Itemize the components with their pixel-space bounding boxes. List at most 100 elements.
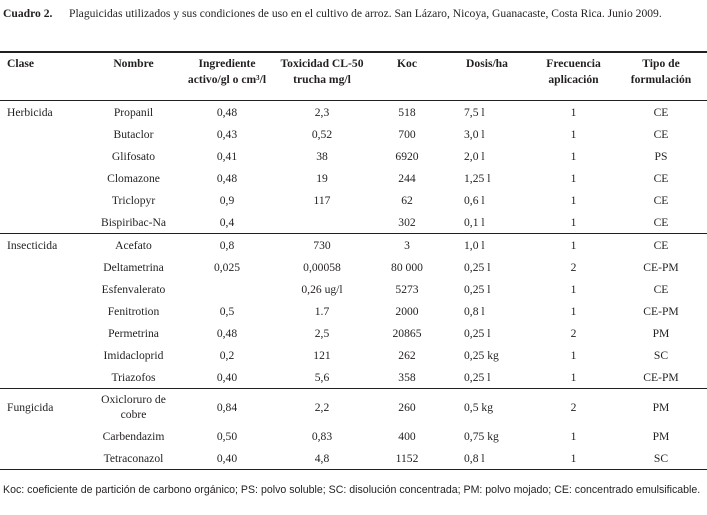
cell-frecuencia: 1	[570, 348, 577, 362]
cell-tipo: PM	[652, 429, 670, 443]
cell-nombre: Bispiribac-Na	[85, 211, 182, 234]
table-row: Tetraconazol 0,40 4,8 1152 0,8 l 1 SC	[0, 447, 707, 470]
table-row: Triazofos 0,40 5,6 358 0,25 l 1 CE-PM	[0, 366, 707, 389]
header-koc: Koc	[372, 53, 442, 101]
cell-nombre: Propanil	[113, 105, 154, 119]
cell-koc: 700	[398, 127, 416, 141]
cell-toxicidad: 2,2	[314, 400, 330, 414]
cell-dosis: 0,25 kg	[464, 348, 499, 362]
table-row: Deltametrina 0,025 0,00058 80 000 0,25 l 2 CE-…	[0, 256, 707, 278]
cell-dosis: 1,0 l	[464, 238, 485, 252]
header-frecuencia: Frecuencia aplicación	[532, 53, 615, 101]
cell-tipo: CE	[653, 171, 669, 185]
cell-tipo: SC	[653, 348, 669, 362]
cell-clase	[0, 425, 85, 447]
cell-clase: Insecticida	[7, 238, 58, 252]
cell-nombre: Deltametrina	[103, 260, 164, 274]
cell-dosis: 0,8 l	[464, 304, 485, 318]
cell-dosis: 0,5 kg	[464, 400, 493, 414]
cell-tipo: CE-PM	[643, 260, 679, 274]
table-row: Triclopyr 0,9 117 62 0,6 l 1 CE	[0, 189, 707, 211]
table-row: Imidacloprid 0,2 121 262 0,25 kg 1 SC	[0, 344, 707, 366]
cell-dosis: 0,1 l	[442, 211, 532, 234]
cell-frecuencia: 1	[570, 149, 577, 163]
cell-ingrediente: 0,50	[216, 429, 238, 443]
cell-tipo: PM	[652, 326, 670, 340]
cell-nombre: Imidacloprid	[103, 348, 164, 362]
cell-toxicidad: 19	[316, 171, 328, 185]
cell-ingrediente: 0,5	[219, 304, 235, 318]
cell-frecuencia: 1	[570, 171, 577, 185]
cell-clase	[0, 322, 85, 344]
table-row: Permetrina 0,48 2,5 20865 0,25 l 2 PM	[0, 322, 707, 344]
cell-nombre: Triazofos	[85, 366, 182, 389]
cell-tipo: SC	[615, 447, 707, 470]
cell-tipo: CE	[653, 282, 669, 296]
cell-koc: 80 000	[391, 260, 423, 274]
top-rule	[0, 51, 707, 53]
cell-ingrediente: 0,43	[216, 127, 238, 141]
cell-tipo: PM	[652, 400, 670, 414]
cell-frecuencia: 2	[570, 400, 577, 414]
cell-toxicidad: 0,00058	[303, 260, 341, 274]
cell-frecuencia: 1	[570, 429, 577, 443]
cell-nombre: Carbendazim	[102, 429, 165, 443]
cell-ingrediente: 0,48	[216, 171, 238, 185]
cell-tipo: PS	[654, 149, 668, 163]
cell-ingrediente: 0,41	[216, 149, 238, 163]
cell-clase	[0, 256, 85, 278]
cell-ingrediente: 0,48	[216, 326, 238, 340]
cell-toxicidad: 0,52	[311, 127, 333, 141]
cell-clase	[0, 278, 85, 300]
cell-nombre: Permetrina	[108, 326, 159, 340]
table-row: Insecticida Acefato 0,8 730 3 1,0 l 1 CE	[0, 234, 707, 257]
cell-toxicidad: 0,83	[311, 429, 333, 443]
header-dosis: Dosis/ha	[442, 53, 532, 101]
caption-label: Cuadro 2.	[3, 7, 53, 20]
header-row: Clase Nombre Ingrediente activo/gl o cm³…	[0, 53, 707, 101]
cell-dosis: 0,25 l	[464, 282, 491, 296]
table-row: Carbendazim 0,50 0,83 400 0,75 kg 1 PM	[0, 425, 707, 447]
cell-clase	[0, 344, 85, 366]
header-ingrediente: Ingrediente activo/gl o cm³/l	[182, 53, 272, 101]
cell-frecuencia: 1	[570, 105, 577, 119]
table-row: Esfenvalerato 0,26 ug/l 5273 0,25 l 1 CE	[0, 278, 707, 300]
cell-toxicidad: 117	[313, 193, 331, 207]
cell-toxicidad: 121	[313, 348, 331, 362]
cell-frecuencia: 1	[532, 447, 615, 470]
cell-koc: 260	[398, 400, 416, 414]
cell-frecuencia: 1	[570, 304, 577, 318]
cell-frecuencia: 2	[570, 326, 577, 340]
cell-koc: 20865	[392, 326, 422, 340]
table-row: Glifosato 0,41 38 6920 2,0 l 1 PS	[0, 145, 707, 167]
cell-koc: 262	[398, 348, 416, 362]
table-caption: Cuadro 2. Plaguicidas utilizados y sus co…	[3, 6, 703, 21]
cell-dosis: 2,0 l	[464, 149, 485, 163]
header-toxicidad: Toxicidad CL-50 trucha mg/l	[272, 53, 372, 101]
cell-nombre: Esfenvalerato	[101, 282, 166, 296]
cell-ingrediente	[182, 278, 272, 300]
cell-frecuencia: 1	[570, 238, 577, 252]
cell-koc: 244	[398, 171, 416, 185]
cell-frecuencia: 1	[532, 366, 615, 389]
cell-toxicidad: 730	[313, 238, 331, 252]
cell-ingrediente: 0,025	[213, 260, 241, 274]
header-nombre: Nombre	[85, 53, 182, 101]
cell-tipo: CE-PM	[643, 304, 679, 318]
cell-frecuencia: 1	[570, 282, 577, 296]
cell-toxicidad: 38	[316, 149, 328, 163]
table-row: Fungicida Oxicloruro de cobre 0,84 2,2 260 0,…	[0, 389, 707, 426]
cell-koc: 400	[398, 429, 416, 443]
cell-nombre-text: Oxicloruro de cobre	[101, 393, 166, 421]
cell-nombre: Oxicloruro de cobre	[85, 389, 182, 426]
cell-dosis: 0,25 l	[464, 326, 491, 340]
cell-ingrediente: 0,40	[182, 366, 272, 389]
cell-dosis: 0,25 l	[442, 366, 532, 389]
table-row: Fenitrotion 0,5 1.7 2000 0,8 l 1 CE-PM	[0, 300, 707, 322]
cell-toxicidad: 2,5	[314, 326, 330, 340]
cell-tipo: CE	[615, 211, 707, 234]
cell-tipo: CE	[653, 127, 669, 141]
cell-nombre: Glifosato	[111, 149, 156, 163]
cell-koc: 3	[404, 238, 410, 252]
table-body: Herbicida Propanil 0,48 2,3 518 7,5 l 1 CE Butac…	[0, 101, 707, 470]
